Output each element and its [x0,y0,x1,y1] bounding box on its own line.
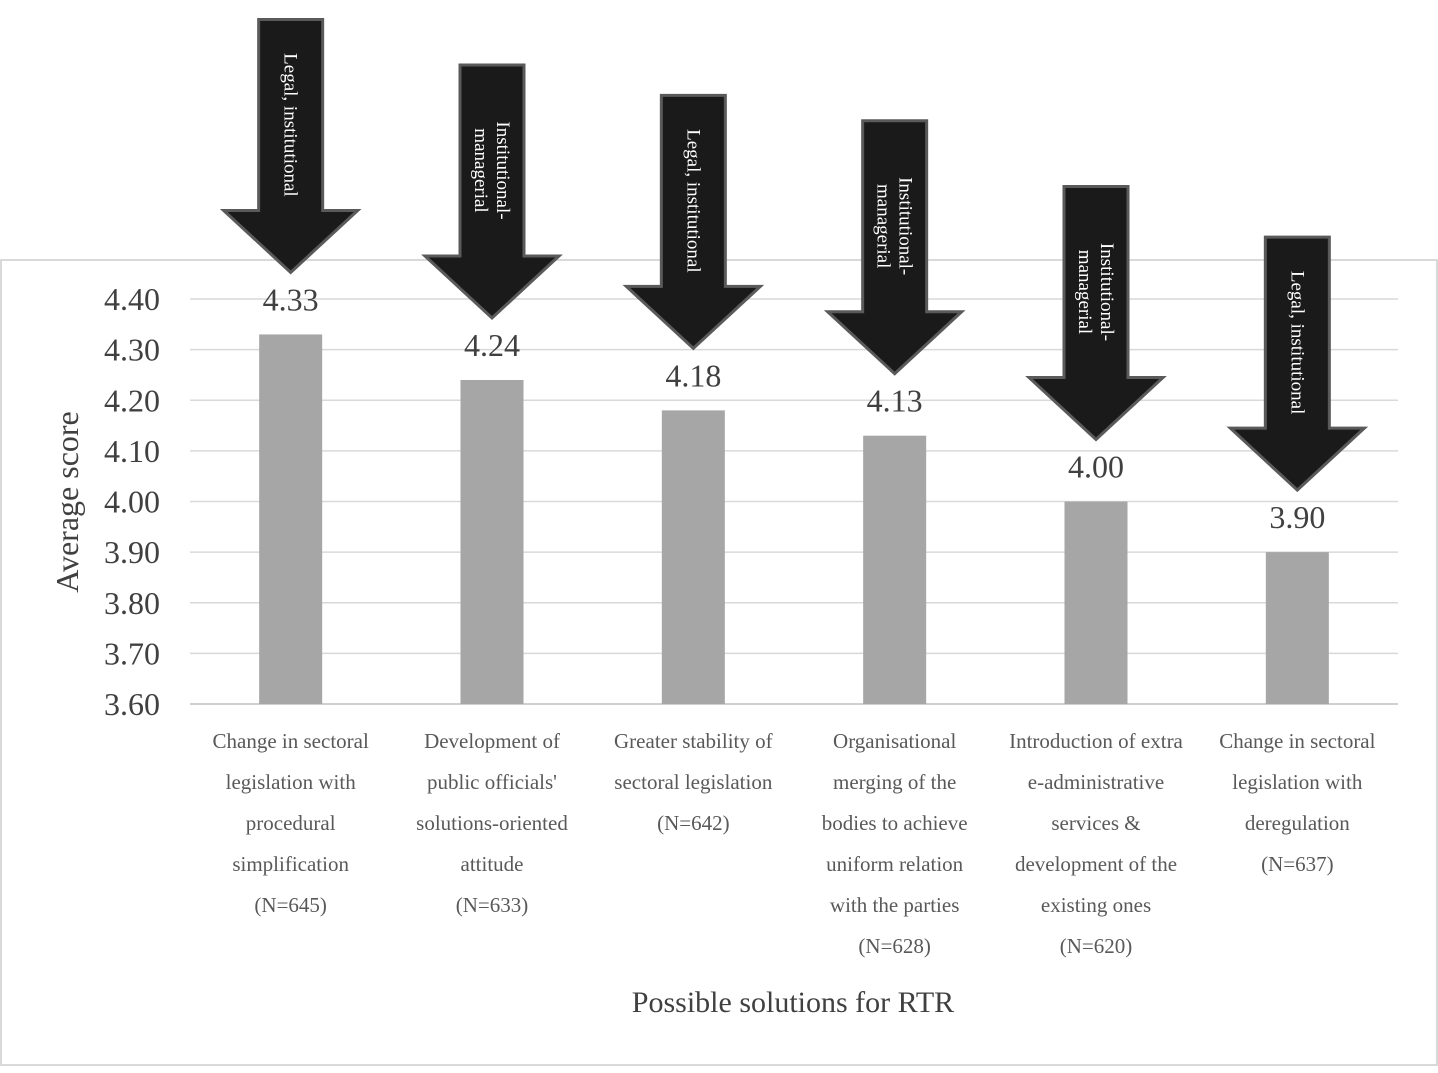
bar [1265,552,1329,704]
category-label-line: (N=620) [1060,934,1133,958]
category-label-line: Change in sectoral [1219,729,1375,753]
category-label: Change in sectoral legislation with proced… [213,729,369,917]
data-label: 4.13 [867,383,923,419]
data-label: 4.24 [464,327,520,363]
category-label-line: (N=633) [456,893,529,917]
arrow-label-line: managerial [873,184,894,268]
y-tick-label: 3.60 [104,686,160,722]
arrow-shape [219,17,362,275]
category-label-line: sectoral legislation [614,770,773,794]
data-labels: 4.33 4.24 4.18 4.13 4.00 3.90 [263,281,1326,535]
category-label-line: legislation with [1232,770,1363,794]
arrow-label-line: Legal, institutional [682,129,703,273]
arrow-label: Institutional-managerial [470,121,513,219]
arrow-shape [622,93,765,351]
arrow-label-line: Institutional- [895,177,916,275]
category-label-line: (N=637) [1261,852,1334,876]
arrow-shape [1226,235,1369,493]
category-label-line: (N=645) [254,893,327,917]
category-label-line: Change in sectoral [213,729,369,753]
category-label-line: legislation with [226,770,357,794]
arrow-shape [823,119,966,376]
category-label-line: Introduction of extra [1009,729,1183,753]
category-label: Change in sectoral legislation with deregu… [1219,729,1375,876]
arrow-label-line: Institutional- [1096,243,1117,341]
bar [1064,501,1128,704]
category-label: Organisational merging of the bodies to ac… [822,729,968,958]
category-label-line: attitude [461,852,524,876]
y-tick-label: 3.90 [104,534,160,570]
category-label: Development of public officials' solutions… [416,729,568,917]
data-label: 3.90 [1269,499,1325,535]
y-axis-title: Average score [49,411,85,593]
bar [259,334,323,704]
arrow-label: Legal, institutional [682,129,703,273]
arrow-label: Institutional-managerial [873,177,916,275]
arrow-label-line: Institutional- [492,121,513,219]
arrow-label-line: Legal, institutional [280,53,301,197]
arrow-label: Legal, institutional [280,53,301,197]
bars [259,334,1329,704]
category-label-line: uniform relation [826,852,964,876]
bar [460,380,524,704]
bar [863,435,927,704]
category-label-line: services & [1051,811,1140,835]
category-label: Greater stability of sectoral legislation… [614,729,773,835]
category-label-line: development of the [1015,852,1177,876]
gridlines [190,298,1398,705]
arrow-label-line: Legal, institutional [1286,271,1307,415]
category-label-line: e-administrative [1028,770,1164,794]
arrow-shape [421,63,563,321]
category-label-line: Organisational [833,729,956,753]
data-label: 4.18 [665,357,721,393]
category-label-line: Development of [424,729,560,753]
category-label-line: existing ones [1041,893,1151,917]
category-label-line: procedural [246,811,336,835]
data-label: 4.00 [1068,449,1124,485]
category-label-line: Greater stability of [614,729,773,753]
y-tick-label: 4.10 [104,433,160,469]
category-labels: Change in sectoral legislation with proced… [213,729,1376,958]
y-tick-label: 3.80 [104,585,160,621]
arrow-label-line: managerial [1074,250,1095,334]
bar [661,410,725,704]
arrow-label: Legal, institutional [1286,271,1307,415]
category-label-line: public officials' [427,770,557,794]
arrow-label-line: managerial [470,128,491,212]
category-label-line: merging of the [833,770,956,794]
category-label-line: bodies to achieve [822,811,968,835]
y-tick-labels: 4.40 4.30 4.20 4.10 4.00 3.90 3.80 3.70 3.60 [104,281,160,722]
category-arrows: Legal, institutional Institutional-manage… [219,17,1369,493]
y-tick-label: 4.00 [104,484,160,520]
category-label-line: with the parties [830,893,959,917]
y-tick-label: 3.70 [104,635,160,671]
y-tick-label: 4.30 [104,332,160,368]
arrow-shape [1025,185,1167,442]
y-tick-label: 4.40 [104,281,160,317]
x-axis-title: Possible solutions for RTR [632,986,954,1019]
category-label-line: simplification [232,852,349,876]
y-tick-label: 4.20 [104,382,160,418]
category-label-line: solutions-oriented [416,811,568,835]
category-label-line: (N=628) [858,934,931,958]
category-label: Introduction of extra e-administrative ser… [1009,729,1183,958]
category-label-line: (N=642) [657,811,730,835]
data-label: 4.33 [263,281,319,317]
category-label-line: deregulation [1245,811,1350,835]
arrow-label: Institutional-managerial [1074,243,1117,341]
